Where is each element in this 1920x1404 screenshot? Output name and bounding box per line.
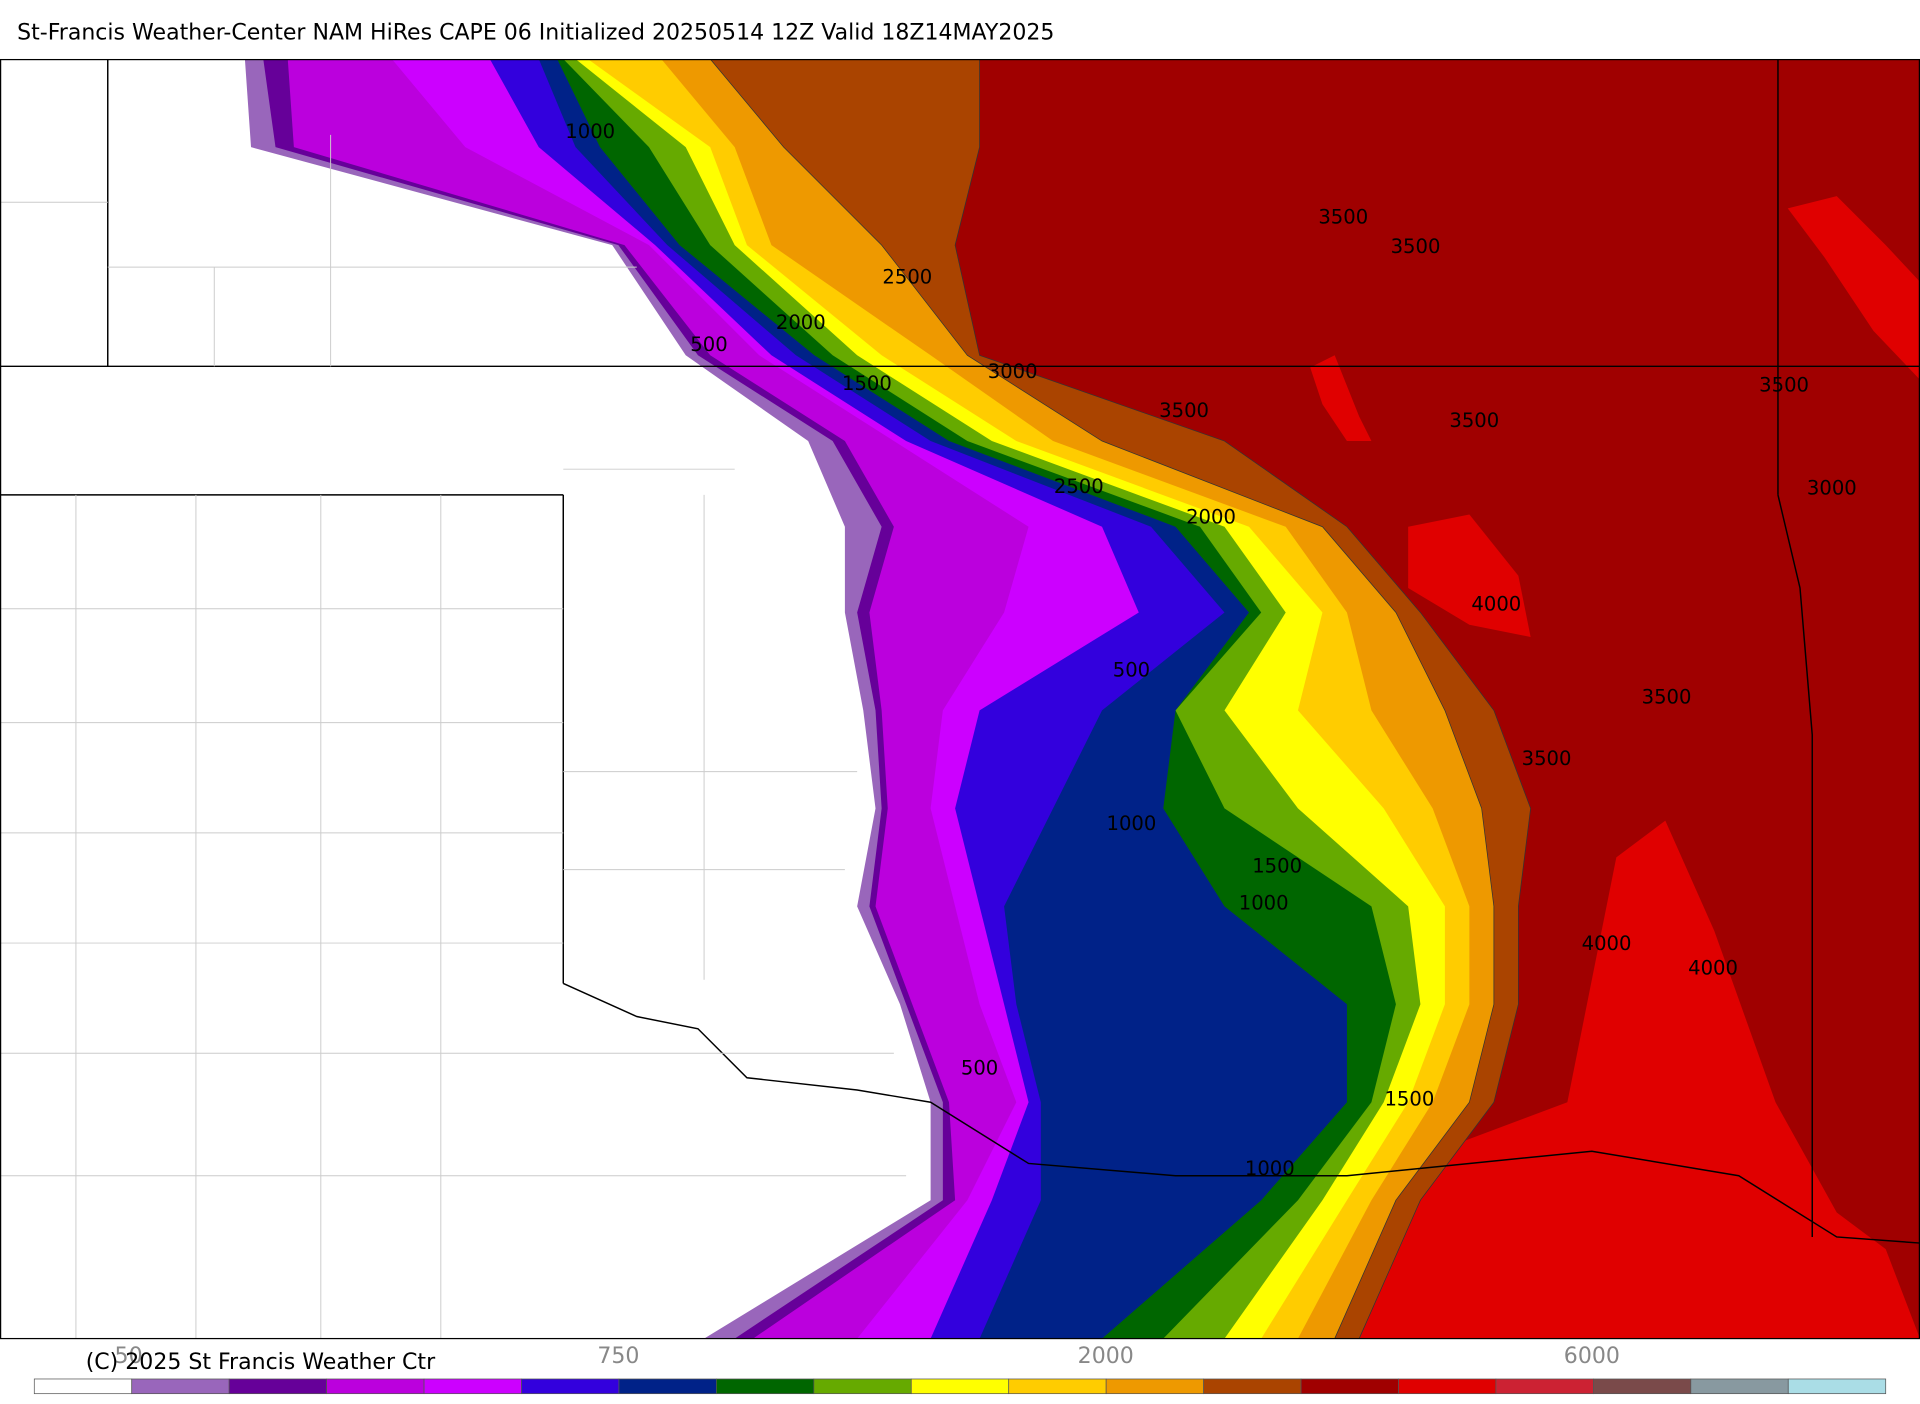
high-cape-area bbox=[1310, 355, 1372, 442]
colorbar-label: 6000 bbox=[1564, 1344, 1620, 1369]
colorbar-swatch bbox=[1593, 1378, 1692, 1395]
contour-label: 1500 bbox=[842, 372, 892, 395]
colorbar-swatch bbox=[1008, 1378, 1107, 1395]
colorbar-swatch bbox=[618, 1378, 717, 1395]
cape-band bbox=[0, 58, 931, 1339]
contour-label: 500 bbox=[961, 1057, 998, 1080]
colorbar-swatch bbox=[813, 1378, 912, 1395]
map-title: St-Francis Weather-Center NAM HiRes CAPE… bbox=[17, 20, 1054, 45]
contour-label: 2000 bbox=[776, 311, 826, 334]
contour-label: 3500 bbox=[1159, 399, 1209, 422]
colorbar-swatch bbox=[1300, 1378, 1399, 1395]
contour-label: 1500 bbox=[1252, 855, 1302, 878]
colorbar-swatch bbox=[131, 1378, 230, 1395]
colorbar-swatch bbox=[1398, 1378, 1497, 1395]
contour-label: 3500 bbox=[1522, 747, 1572, 770]
colorbar-swatch bbox=[228, 1378, 327, 1395]
colorbar-swatch bbox=[1105, 1378, 1204, 1395]
county-lines bbox=[0, 134, 907, 1339]
contour-label: 500 bbox=[690, 333, 727, 356]
high-cape-area bbox=[1322, 820, 1920, 1339]
colorbar-swatch bbox=[1495, 1378, 1594, 1395]
colorbar-swatch bbox=[1203, 1378, 1302, 1395]
contour-label: 1500 bbox=[1384, 1087, 1434, 1110]
contour-label: 3000 bbox=[988, 360, 1038, 383]
colorbar-swatch bbox=[423, 1378, 522, 1395]
contour-label: 3500 bbox=[1449, 409, 1499, 432]
cape-field bbox=[0, 58, 1920, 1339]
contour-label: 3000 bbox=[1807, 476, 1857, 499]
contour-label: 1000 bbox=[565, 120, 615, 143]
colorbar-swatch bbox=[716, 1378, 815, 1395]
colorbar-swatch bbox=[326, 1378, 425, 1395]
colorbar-swatch bbox=[521, 1378, 620, 1395]
high-cape-area bbox=[1408, 514, 1531, 637]
state-borders bbox=[0, 58, 1920, 1244]
contour-label: 3500 bbox=[1759, 373, 1809, 396]
contour-label: 1000 bbox=[1245, 1157, 1295, 1180]
contour-label: 4000 bbox=[1471, 593, 1521, 616]
contour-label: 1000 bbox=[1107, 812, 1157, 835]
colorbar-swatch bbox=[1787, 1378, 1887, 1395]
colorbar-label: 2000 bbox=[1078, 1344, 1134, 1369]
contour-label: 3500 bbox=[1642, 686, 1692, 709]
colorbar-label: 50 bbox=[115, 1344, 143, 1369]
contour-label: 2000 bbox=[1186, 506, 1236, 529]
contour-labels: 1000 2500 2000 500 1500 3000 3500 3500 3500 3500 3… bbox=[565, 120, 1856, 1180]
contour-label: 3500 bbox=[1318, 206, 1368, 229]
colorbar-swatch bbox=[33, 1378, 133, 1395]
contour-label: 4000 bbox=[1688, 956, 1738, 979]
colorbar: 50 750 2000 6000 bbox=[33, 1344, 1887, 1395]
contour-label: 1000 bbox=[1239, 891, 1289, 914]
contour-label: 3500 bbox=[1391, 235, 1441, 258]
colorbar-label: 750 bbox=[597, 1344, 639, 1369]
contour-label: 2500 bbox=[1054, 475, 1104, 498]
contour-label: 2500 bbox=[882, 266, 932, 289]
copyright: (C) 2025 St Francis Weather Ctr bbox=[86, 1350, 436, 1375]
contour-label: 500 bbox=[1113, 659, 1150, 682]
colorbar-swatch bbox=[910, 1378, 1010, 1395]
colorbar-swatch bbox=[1690, 1378, 1789, 1395]
high-cape-area bbox=[1787, 196, 1920, 380]
contour-label: 4000 bbox=[1582, 932, 1632, 955]
map-frame bbox=[0, 58, 1920, 1340]
